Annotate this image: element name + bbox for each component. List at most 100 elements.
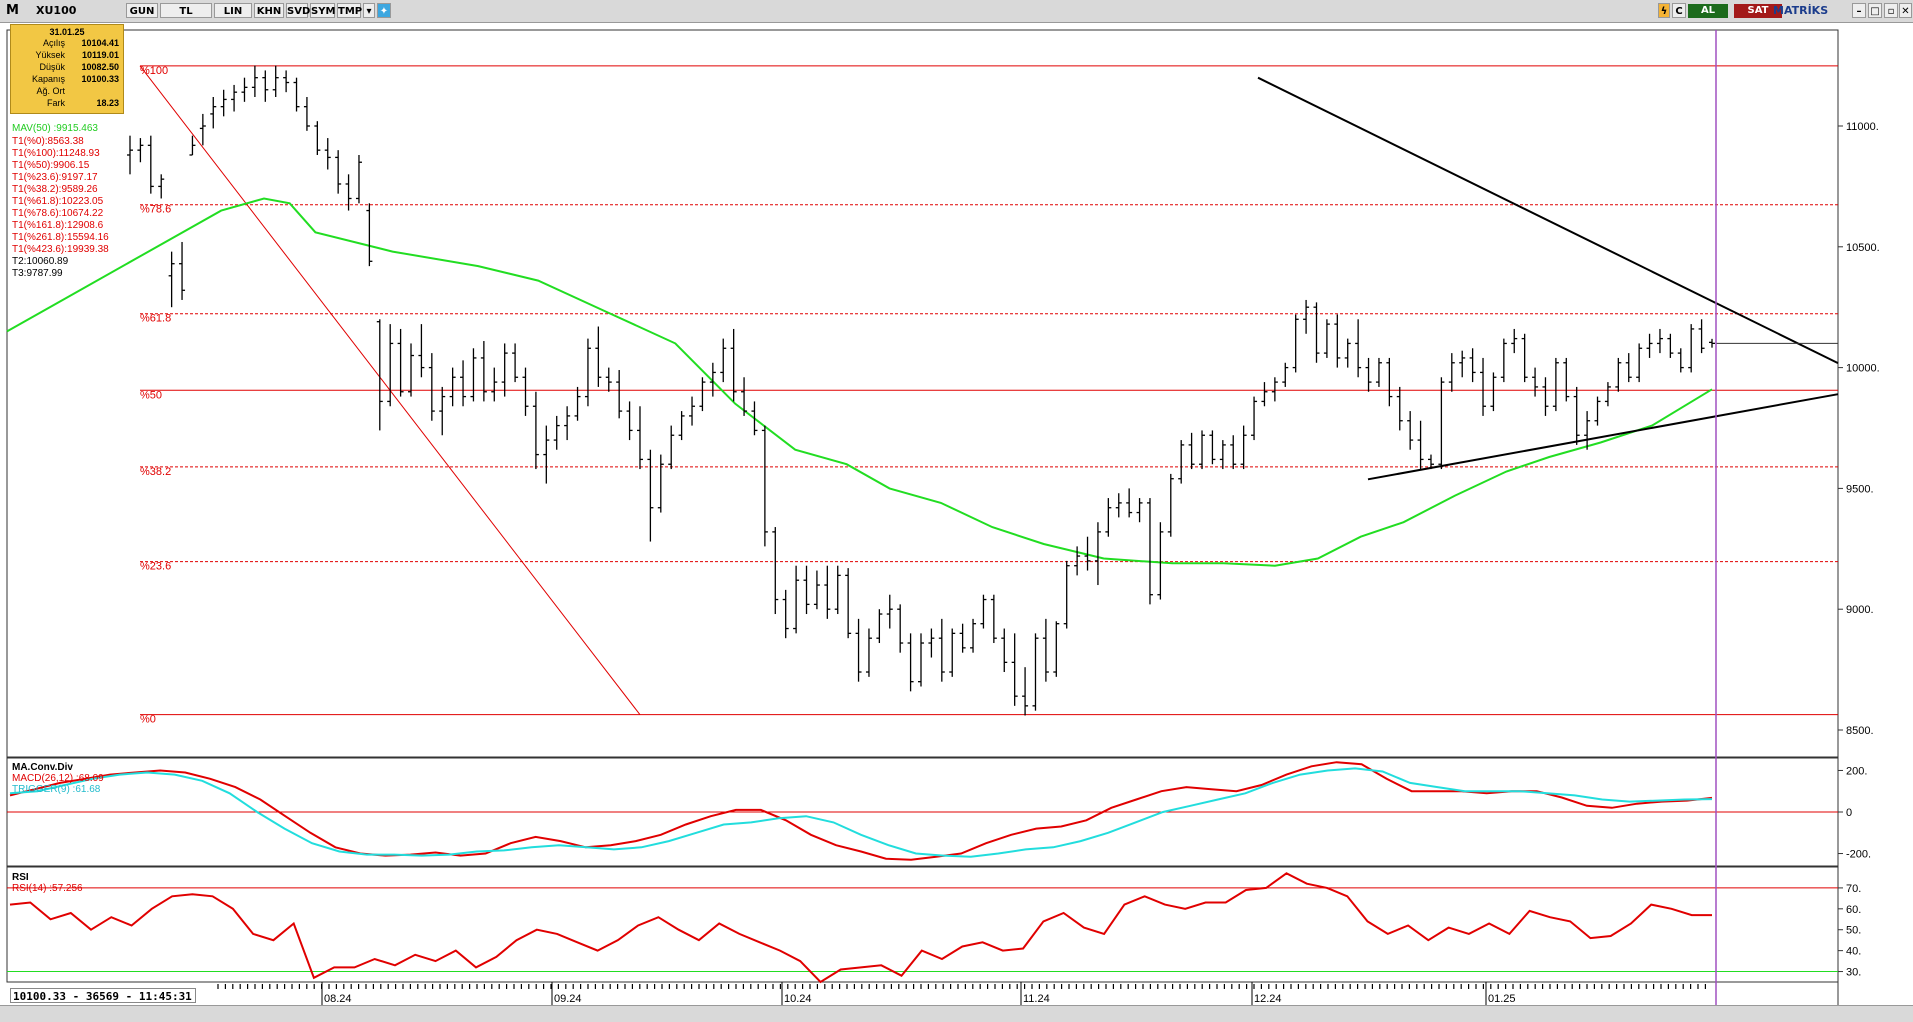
- ohlc-bar: [1271, 377, 1278, 402]
- ohlc-bar: [813, 570, 820, 610]
- ohlc-bar: [626, 401, 633, 441]
- ohlc-bar: [886, 594, 893, 629]
- x-axis-label: 08.24: [324, 993, 352, 1005]
- ohlc-bar: [761, 425, 768, 547]
- ohlc-bar: [199, 113, 206, 146]
- ohlc-bar: [918, 633, 924, 687]
- ohlc-bar: [1230, 435, 1237, 470]
- flash-icon[interactable]: ϟ: [1658, 3, 1670, 18]
- fib-legend-item: T1(%100):11248.93: [12, 148, 100, 159]
- fib-legend-item: T1(%61.8):10223.05: [12, 196, 104, 207]
- ohlc-bar: [1563, 357, 1570, 402]
- info-label: Açılış: [42, 38, 65, 48]
- ohlc-bar: [1011, 633, 1018, 706]
- rsi-axis-label: 70.: [1846, 883, 1861, 895]
- ohlc-bar: [1417, 420, 1424, 470]
- rsi-axis-label: 50.: [1846, 925, 1861, 937]
- gun-button[interactable]: GUN: [126, 3, 158, 18]
- ohlc-bar: [1074, 546, 1081, 576]
- lin-button[interactable]: LIN: [214, 3, 252, 18]
- ohlc-bar: [1427, 454, 1434, 470]
- ohlc-bar: [1313, 302, 1320, 363]
- refresh-icon[interactable]: C: [1672, 3, 1686, 18]
- ohlc-bar: [636, 406, 643, 470]
- ohlc-bar: [1407, 411, 1414, 450]
- ohlc-bar: [564, 406, 571, 441]
- ohlc-bar: [1688, 324, 1695, 373]
- ohlc-bar: [834, 565, 841, 615]
- trigger-line: [9, 767, 1713, 858]
- horizontal-scrollbar[interactable]: [0, 1005, 1913, 1022]
- tl-button[interactable]: TL: [160, 3, 212, 18]
- sym-button[interactable]: SYM: [310, 3, 335, 18]
- ohlc-bar: [283, 70, 290, 93]
- macd-axis-label: 200.: [1846, 765, 1867, 777]
- ohlc-bar: [1667, 333, 1674, 358]
- khn-button[interactable]: KHN: [254, 3, 284, 18]
- ohlc-bar: [1303, 299, 1310, 334]
- restore-icon[interactable]: ▫: [1884, 3, 1898, 18]
- buy-button[interactable]: AL: [1688, 4, 1728, 18]
- ohlc-bar: [990, 594, 997, 644]
- twitter-icon[interactable]: ✦: [377, 3, 391, 18]
- rsi-legend: RSI(14) :57.256: [12, 883, 83, 894]
- close-icon[interactable]: ✕: [1899, 3, 1912, 18]
- ohlc-bar: [865, 628, 872, 677]
- ohlc-bar: [1178, 440, 1185, 484]
- ohlc-bar: [1480, 357, 1487, 416]
- ohlc-bar: [1292, 314, 1299, 373]
- brand-label: MATRİKS: [1773, 4, 1829, 17]
- ohlc-bar: [824, 565, 831, 619]
- fib-legend-item: T1(%261.8):15594.16: [12, 232, 109, 243]
- ohlc-bar: [210, 97, 217, 129]
- ohlc-bar: [1094, 522, 1101, 586]
- ohlc-bar: [1282, 362, 1289, 387]
- info-value: 10100.33: [81, 74, 119, 84]
- ohlc-bar: [574, 386, 581, 421]
- ohlc-bar: [241, 77, 248, 102]
- symbol-label[interactable]: XU100: [36, 4, 77, 17]
- x-axis-label: 12.24: [1254, 993, 1282, 1005]
- sell-button[interactable]: SAT: [1734, 4, 1782, 18]
- ohlc-bar: [501, 343, 508, 397]
- ohlc-bar: [1240, 425, 1247, 470]
- fib-level-label: %78.6: [140, 204, 171, 216]
- macd-line: [9, 761, 1713, 861]
- ohlc-bar: [1656, 328, 1663, 354]
- chart-canvas[interactable]: 11000. 10500. 10000. 9500. 9000. 8500. %100 %78…: [0, 22, 1913, 1005]
- ohlc-bar: [793, 565, 800, 634]
- ohlc-bar: [345, 174, 352, 211]
- ohlc-bar: [1344, 338, 1351, 368]
- ohlc-bar: [1552, 357, 1559, 412]
- info-row-low: Düşük 10082.50: [11, 62, 123, 74]
- rsi-series-name: RSI(14): [12, 883, 47, 894]
- info-row-close: Kapanış 10100.33: [11, 74, 123, 86]
- svd-button[interactable]: SVD: [286, 3, 310, 18]
- ohlc-bar: [1386, 357, 1393, 407]
- minimize-icon[interactable]: –: [1852, 3, 1866, 18]
- info-label: Fark: [47, 98, 65, 108]
- ohlc-bar: [1053, 621, 1060, 677]
- tmp-button[interactable]: TMP: [337, 3, 362, 18]
- price-axis-label: 8500.: [1846, 725, 1874, 737]
- info-value: 18.23: [96, 98, 119, 108]
- dropdown-arrow-icon[interactable]: ▾: [363, 3, 375, 18]
- status-readout: 10100.33 - 36569 - 11:45:31: [10, 988, 196, 1003]
- rsi-axis-label: 40.: [1846, 946, 1861, 958]
- ohlc-bar: [512, 343, 519, 383]
- ohlc-bar: [1500, 338, 1507, 383]
- info-label: Kapanış: [31, 74, 65, 84]
- trend-line-lower: [1367, 393, 1839, 481]
- ohlc-bar: [803, 565, 810, 615]
- ohlc-bar: [460, 360, 467, 407]
- fib-legend-item: T1(%0):8563.38: [12, 136, 84, 147]
- mav-50-line: [6, 197, 1713, 567]
- ohlc-bar: [1063, 560, 1070, 629]
- ohlc-bar: [408, 343, 415, 397]
- fib-legend-item: T1(%23.6):9197.17: [12, 172, 98, 183]
- ohlc-bar: [1136, 498, 1143, 523]
- macd-series-value: 68.09: [78, 773, 104, 784]
- trend-line-upper: [1257, 76, 1839, 365]
- maximize-icon[interactable]: □: [1868, 3, 1882, 18]
- info-value: 10104.41: [81, 38, 119, 48]
